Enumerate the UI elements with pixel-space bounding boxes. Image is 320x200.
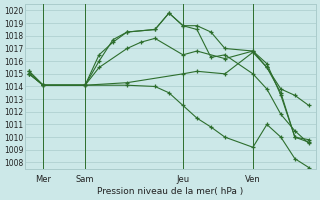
X-axis label: Pression niveau de la mer( hPa ): Pression niveau de la mer( hPa )	[97, 187, 244, 196]
